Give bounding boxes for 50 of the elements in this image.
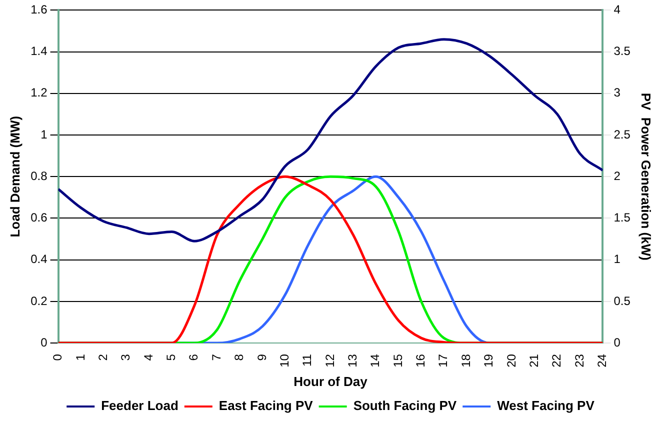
y2-tick-label: 3 — [614, 86, 621, 100]
x-tick-label: 5 — [164, 354, 178, 361]
y-tick-label: 1.6 — [30, 2, 48, 17]
x-tick-label: 17 — [436, 354, 450, 368]
x-tick-label: 18 — [458, 354, 473, 368]
x-tick-label: 13 — [345, 354, 360, 368]
y-tick-label: 1.2 — [30, 86, 48, 100]
x-tick-label: 24 — [595, 354, 610, 368]
x-tick-label: 4 — [141, 354, 156, 361]
y-tick-label: 0.6 — [30, 210, 48, 225]
x-axis-title: Hour of Day — [294, 374, 368, 389]
x-tick-label: 21 — [526, 354, 541, 368]
y2-tick-label: 1 — [614, 252, 621, 266]
y2-tick-label: 3.5 — [614, 44, 631, 58]
legend-label: East Facing PV — [218, 398, 314, 414]
y-tick-label: 1.4 — [30, 44, 48, 58]
legend-label: West Facing PV — [497, 398, 595, 414]
y-tick-label: 0 — [40, 335, 48, 350]
x-tick-label: 20 — [504, 354, 518, 368]
y2-tick-label: 1.5 — [614, 210, 631, 225]
x-tick-label: 1 — [73, 354, 88, 361]
legend-label: South Facing PV — [353, 398, 457, 414]
y2-tick-label: 2 — [614, 168, 621, 183]
x-tick-label: 6 — [186, 354, 201, 361]
x-tick-label: 9 — [254, 354, 269, 361]
x-tick-label: 2 — [96, 354, 110, 361]
y-axis-title: Load Demand (MW) — [7, 116, 22, 238]
x-tick-label: 12 — [322, 354, 337, 368]
y2-tick-label: 0.5 — [614, 294, 631, 308]
x-tick-label: 8 — [232, 354, 246, 361]
y2-axis-title: PV Power Generation (kW) — [638, 92, 654, 260]
y-tick-label: 0.8 — [30, 168, 48, 183]
x-tick-label: 14 — [368, 354, 382, 368]
y2-tick-label: 2.5 — [614, 127, 631, 142]
y2-tick-label: 4 — [614, 2, 621, 17]
x-tick-label: 23 — [572, 354, 586, 368]
x-tick-label: 15 — [390, 354, 405, 368]
y-tick-label: 0.2 — [30, 294, 48, 308]
x-tick-label: 3 — [118, 354, 133, 361]
x-tick-label: 19 — [482, 354, 496, 368]
y-tick-label: 0.4 — [30, 252, 48, 266]
x-tick-label: 22 — [550, 354, 564, 368]
x-tick-label: 16 — [414, 354, 428, 368]
x-tick-label: 7 — [209, 354, 224, 361]
legend-label: Feeder Load — [101, 398, 178, 414]
x-tick-label: 10 — [277, 354, 292, 368]
x-tick-label: 0 — [50, 354, 65, 361]
y2-tick-label: 0 — [614, 335, 621, 350]
x-tick-label: 11 — [300, 354, 314, 367]
y-tick-label: 1 — [40, 127, 48, 142]
